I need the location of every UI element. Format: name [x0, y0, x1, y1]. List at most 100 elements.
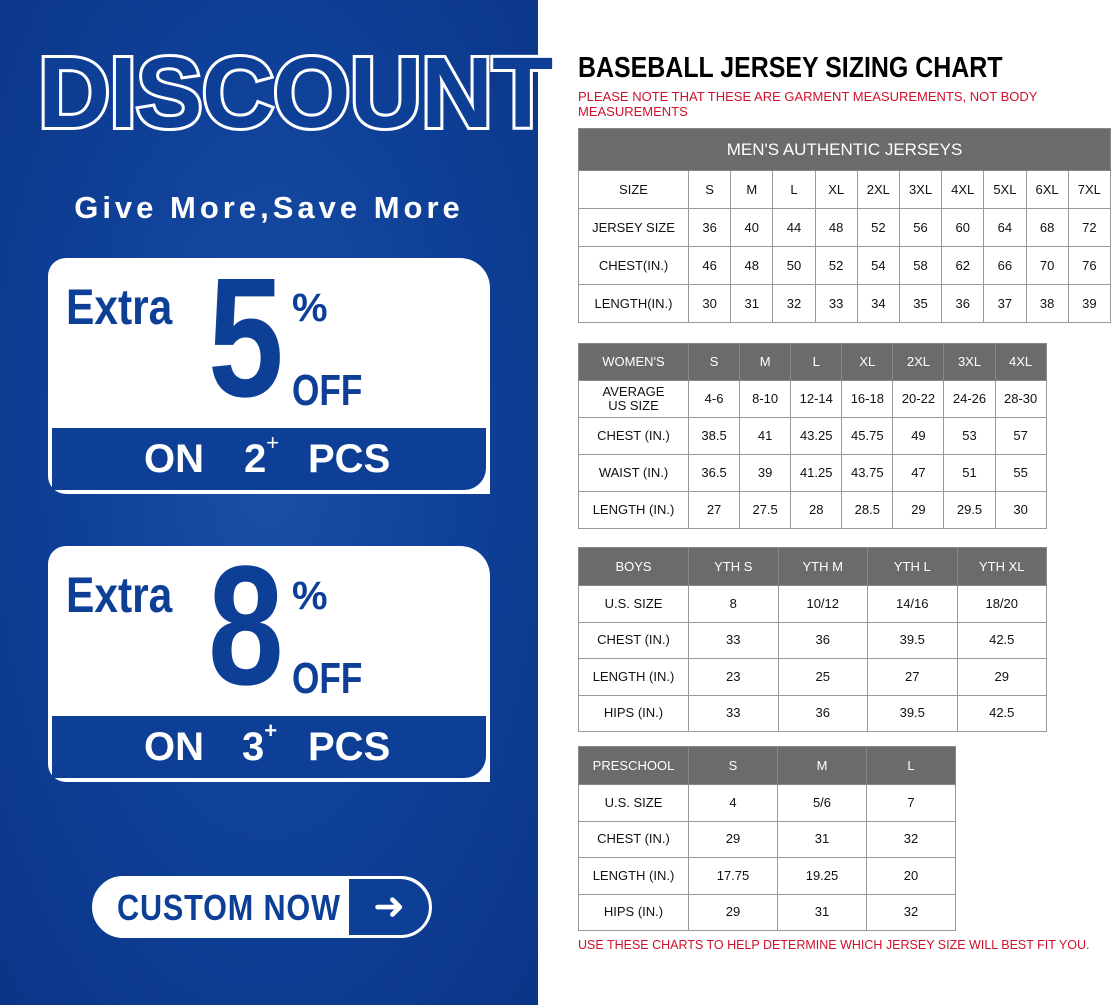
offer-band: ON 3+ PCS — [52, 716, 486, 778]
table-header-row: PRESCHOOL S M L — [578, 746, 956, 785]
table-row: CHEST (IN.) 29 31 32 — [578, 820, 956, 858]
table-cell: 18/20 — [956, 585, 1047, 623]
row-label: CHEST (IN.) — [578, 820, 689, 858]
table-row: U.S. SIZE 8 10/12 14/16 18/20 — [578, 585, 1047, 623]
column-header: S — [688, 746, 778, 785]
table-cell: 32 — [866, 893, 956, 931]
column-header: 2XL — [856, 170, 900, 209]
table-cell: 4 — [688, 784, 778, 822]
column-header: 7XL — [1067, 170, 1112, 209]
column-header: SIZE — [578, 170, 689, 209]
column-header: XL — [841, 343, 894, 381]
table-row: LENGTH (IN.) 23 25 27 29 — [578, 658, 1047, 696]
table-cell: 55 — [994, 454, 1047, 492]
table-cell: 23 — [688, 658, 779, 696]
table-cell: 28 — [790, 491, 843, 529]
table-cell: 12-14 — [790, 380, 843, 418]
promo-panel: DISCOUNT Give More,Save More Extra 5 % O… — [0, 0, 556, 1005]
table-cell: 17.75 — [688, 857, 778, 895]
column-header: S — [687, 343, 741, 381]
column-header: 2XL — [892, 343, 945, 381]
tagline: Give More,Save More — [74, 190, 464, 225]
table-cell: 16-18 — [841, 380, 894, 418]
table-cell: 33 — [688, 621, 779, 659]
table-cell: 14/16 — [867, 585, 958, 623]
table-cell: 46 — [687, 246, 732, 285]
table-cell: 52 — [856, 208, 900, 247]
table-cell: 41.25 — [790, 454, 843, 492]
table-cell: 40 — [730, 208, 774, 247]
column-header: M — [730, 170, 774, 209]
table-row: U.S. SIZE 4 5/6 7 — [578, 784, 956, 822]
offer-value: 5 — [208, 243, 284, 433]
table-cell: 60 — [941, 208, 985, 247]
table-cell: 42.5 — [956, 621, 1047, 659]
row-label: HIPS (IN.) — [578, 694, 689, 732]
row-label: WAIST (IN.) — [578, 454, 689, 492]
table-cell: 8-10 — [739, 380, 792, 418]
offer-card: Extra 8 % OFF ON 3+ PCS — [48, 536, 490, 782]
offer-plus: + — [266, 430, 280, 455]
table-cell: 34 — [856, 284, 900, 323]
table-cell: 27.5 — [739, 491, 792, 529]
table-cell: 29 — [688, 893, 778, 931]
table-cell: 72 — [1067, 208, 1112, 247]
custom-now-button[interactable]: CUSTOM NOW ➜ — [92, 876, 432, 938]
offer-off: OFF — [292, 654, 363, 703]
table-cell: 50 — [772, 246, 816, 285]
table-cell: 33 — [688, 694, 779, 732]
table-cell: 31 — [777, 820, 867, 858]
row-label: LENGTH (IN.) — [578, 857, 689, 895]
table-cell: 35 — [898, 284, 943, 323]
table-header-row: SIZE S M L XL 2XL 3XL 4XL 5XL 6XL 7XL — [578, 170, 1112, 209]
table-cell: 39.5 — [867, 621, 958, 659]
column-header: 4XL — [994, 343, 1047, 381]
table-cell: 27 — [687, 491, 741, 529]
row-label: CHEST (IN.) — [578, 621, 689, 659]
table-cell: 20 — [866, 857, 956, 895]
offer-pcs: PCS — [308, 437, 391, 481]
table-cell: 39 — [739, 454, 792, 492]
preschool-table: PRESCHOOL S M L U.S. SIZE 4 5/6 7 CHEST (IN.) 29 3… — [578, 746, 956, 931]
column-header: 5XL — [983, 170, 1027, 209]
column-header: L — [790, 343, 843, 381]
table-cell: 48 — [814, 208, 858, 247]
column-header: M — [739, 343, 792, 381]
table-cell: 38 — [1025, 284, 1069, 323]
column-header: 6XL — [1025, 170, 1069, 209]
table-cell: 38.5 — [687, 417, 741, 455]
column-header: S — [687, 170, 732, 209]
column-header: PRESCHOOL — [578, 746, 689, 785]
table-cell: 29 — [688, 820, 778, 858]
table-row: LENGTH(IN.) 30 31 32 33 34 35 36 37 38 39 — [578, 284, 1112, 323]
table-header-row: BOYS YTH S YTH M YTH L YTH XL — [578, 547, 1047, 586]
table-cell: 54 — [856, 246, 900, 285]
table-cell: 10/12 — [777, 585, 868, 623]
column-header: WOMEN'S — [578, 343, 689, 381]
table-row: LENGTH (IN.) 27 27.5 28 28.5 29 29.5 30 — [578, 491, 1047, 529]
row-label: JERSEY SIZE — [578, 208, 689, 247]
table-cell: 41 — [739, 417, 792, 455]
table-cell: 66 — [983, 246, 1027, 285]
table-cell: 29.5 — [943, 491, 996, 529]
table-cell: 76 — [1067, 246, 1112, 285]
table-cell: 53 — [943, 417, 996, 455]
offer-plus: + — [264, 718, 278, 743]
row-label: U.S. SIZE — [578, 784, 689, 822]
table-cell: 32 — [866, 820, 956, 858]
table-row: WAIST (IN.) 36.5 39 41.25 43.75 47 51 55 — [578, 454, 1047, 492]
table-cell: 37 — [983, 284, 1027, 323]
table-cell: 29 — [956, 658, 1047, 696]
table-cell: 28-30 — [994, 380, 1047, 418]
table-cell: 44 — [772, 208, 816, 247]
table-row: CHEST (IN.) 38.5 41 43.25 45.75 49 53 57 — [578, 417, 1047, 455]
table-cell: 45.75 — [841, 417, 894, 455]
table-cell: 70 — [1025, 246, 1069, 285]
table-cell: 8 — [688, 585, 779, 623]
boys-table: BOYS YTH S YTH M YTH L YTH XL U.S. SIZE 8 10/12… — [578, 547, 1047, 732]
offer-pcs: PCS — [308, 725, 391, 769]
table-cell: 47 — [892, 454, 945, 492]
womens-table: WOMEN'S S M L XL 2XL 3XL 4XL AVERAGE US SIZE 4-6 8… — [578, 343, 1047, 529]
table-cell: 36 — [777, 694, 868, 732]
table-cell: 68 — [1025, 208, 1069, 247]
